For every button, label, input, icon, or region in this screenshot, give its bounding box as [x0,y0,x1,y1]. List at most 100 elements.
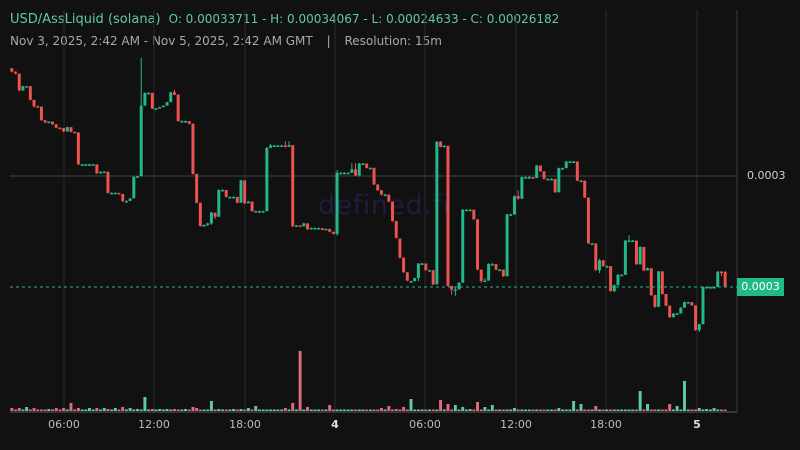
candle [221,189,224,192]
candle [586,197,590,244]
volume-bar [413,409,417,411]
candle [80,164,84,166]
candle [213,212,217,217]
candle [76,132,80,165]
candle [17,73,21,91]
volume-bar [498,409,502,411]
candle [209,212,213,224]
candle [51,121,54,125]
candle [409,281,413,283]
candle [679,307,683,314]
volume-bar [623,409,627,411]
volume-bar [84,409,88,411]
volume-bar [572,401,576,411]
volume-bar [342,409,346,411]
volume-bar [128,408,132,411]
volume-bar [653,409,657,411]
volume-bar [28,409,32,411]
volume-bar [198,409,202,411]
volume-bar [660,409,664,411]
volume-bar [457,409,461,411]
volume-bar [420,409,424,411]
volume-bar [239,409,243,411]
volume-bar [250,409,254,411]
candle [538,165,542,172]
volume-bar [575,409,579,411]
candle [494,264,498,270]
candle [394,221,398,238]
volume-bar [99,409,103,411]
volume-bar [228,409,232,411]
volume-bar [62,408,66,411]
volume-bar [372,409,376,411]
candle [191,123,195,174]
volume-bar [265,409,269,411]
candle [402,257,406,273]
candle [553,178,557,193]
candle [21,86,25,91]
volume-bar [221,409,224,411]
candle [664,294,668,306]
volume-bar [339,409,343,411]
candle [653,295,657,307]
candle [575,161,579,181]
candle [110,192,114,195]
candle [132,176,136,199]
candle [416,263,420,279]
volume-bar [257,409,261,411]
volume-bar [461,407,465,411]
volume-bar [43,409,47,411]
candle [398,238,402,258]
candle [32,99,36,107]
volume-bar [76,408,80,411]
volume-bar [54,408,58,411]
volume-bar [716,409,720,411]
candle [464,209,468,212]
volume-bar [243,409,247,411]
volume-bar [697,408,701,411]
volume-bar [246,408,250,411]
volume-bar [453,405,457,411]
volume-bar [232,409,236,411]
candle [646,268,650,271]
volume-bar [564,409,568,411]
volume-bar [95,408,99,411]
volume-bar [376,409,380,411]
candle [91,164,95,166]
volume-bar [132,409,136,411]
volume-bar [357,409,361,411]
volume-bar [65,409,69,411]
volume-bar [69,403,73,411]
volume-bar [601,409,605,411]
volume-bar [184,409,188,411]
candle [435,141,439,285]
candle [206,223,210,225]
volume-bar [416,409,420,411]
candle [113,192,117,195]
volume-bar [490,405,494,411]
volume-bar [631,409,635,411]
candle [354,169,358,176]
candle [39,106,43,121]
volume-bar [542,409,546,411]
volume-bar [139,409,143,411]
candle [479,269,483,281]
candle [387,194,391,202]
volume-bar [169,409,173,411]
candle [472,209,476,220]
candle [583,180,587,198]
x-tick-label: 12:00 [138,418,170,431]
candle [124,201,128,203]
volume-bar [391,409,395,411]
candle [453,289,457,291]
volume-bar [609,409,613,411]
volume-bar [161,409,165,411]
candle [531,177,535,179]
candle [461,209,465,283]
candle [331,231,335,234]
candle [675,313,679,315]
candle [527,177,531,179]
volume-bar [549,409,553,411]
volume-bar [280,409,284,411]
